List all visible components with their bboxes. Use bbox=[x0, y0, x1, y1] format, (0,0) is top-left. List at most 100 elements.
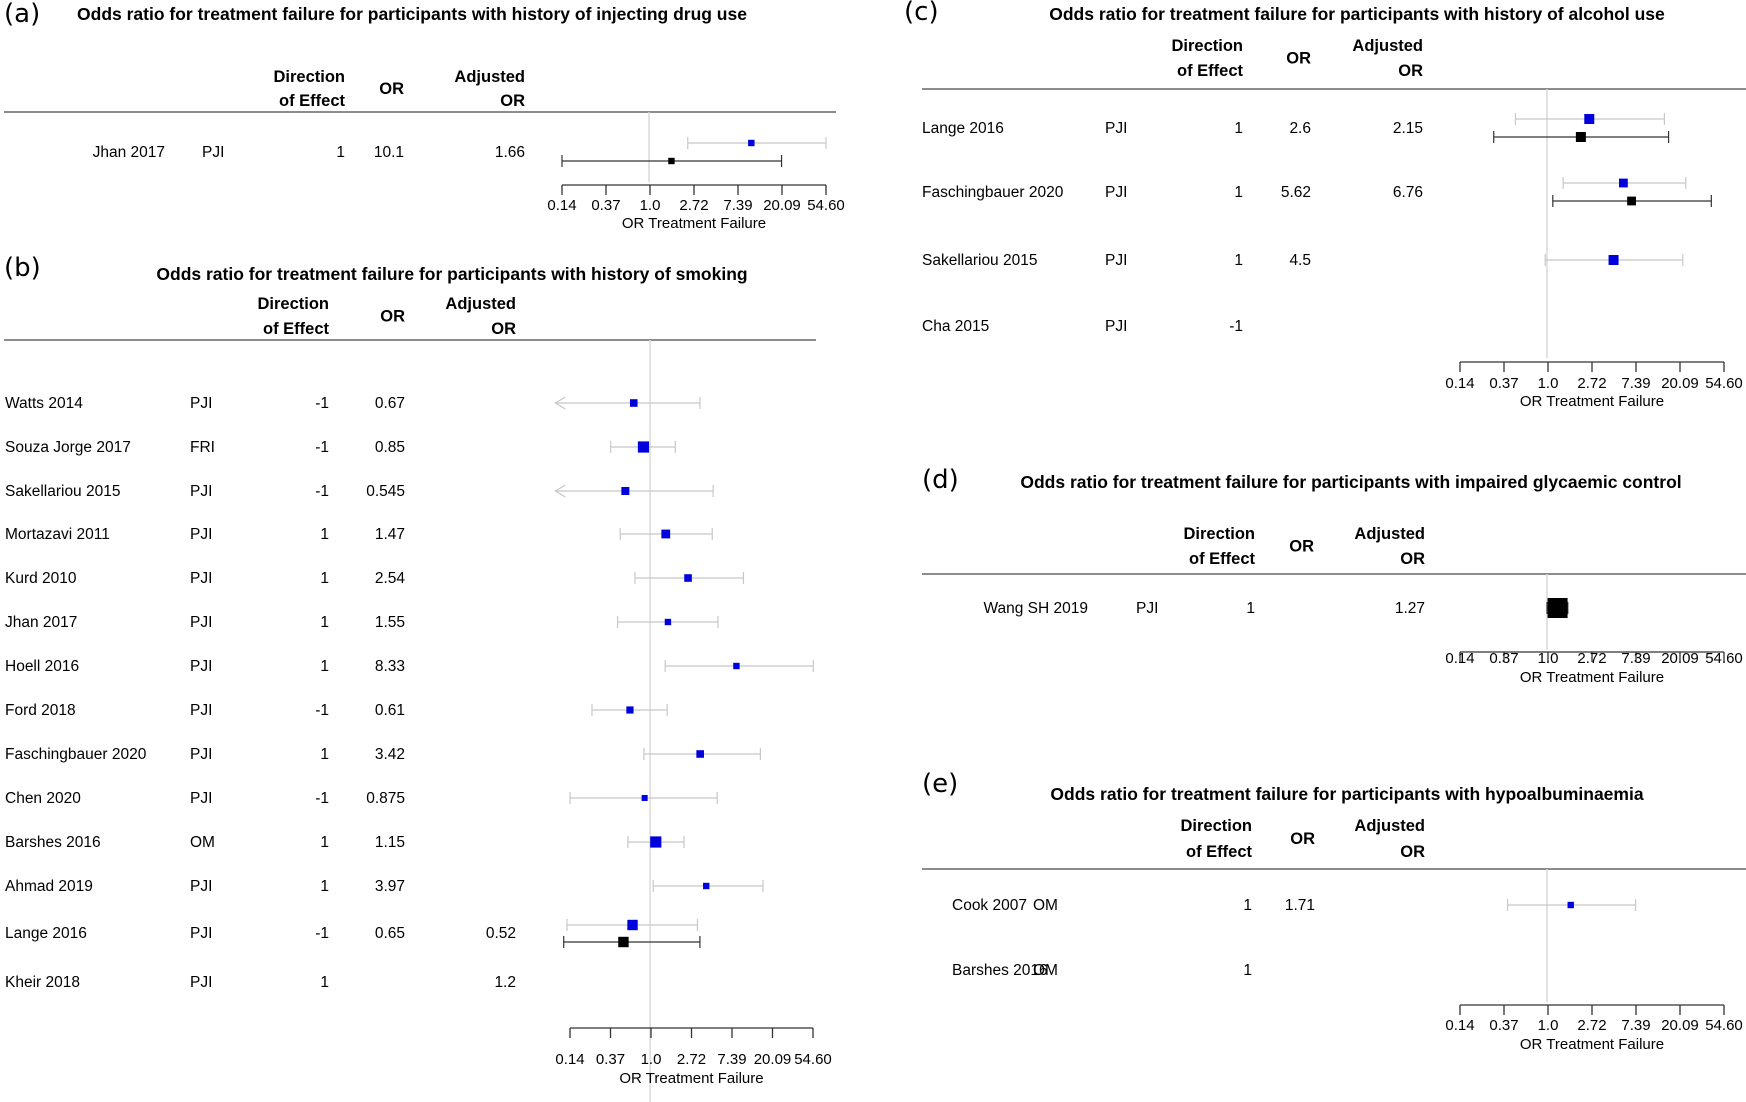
study-name: Sakellariou 2015 bbox=[5, 483, 120, 500]
forest-plot-e: (e) Odds ratio for treatment failure for … bbox=[922, 769, 1746, 1053]
study-name: Mortazavi 2011 bbox=[5, 526, 110, 543]
or-point-estimate bbox=[661, 529, 671, 539]
infection-type: PJI bbox=[1105, 184, 1127, 201]
study-name: Faschingbauer 2020 bbox=[922, 184, 1064, 201]
direction-of-effect: -1 bbox=[315, 925, 329, 942]
x-tick-label: 0.37 bbox=[1489, 375, 1518, 392]
direction-of-effect: 1 bbox=[320, 526, 329, 543]
study-name: Cha 2015 bbox=[922, 318, 989, 335]
column-header-adjusted-or: Adjusted bbox=[1354, 817, 1425, 835]
infection-type: PJI bbox=[190, 878, 212, 895]
x-tick-label: 7.39 bbox=[1621, 650, 1650, 667]
direction-of-effect: -1 bbox=[315, 395, 329, 412]
or-point-estimate bbox=[650, 836, 662, 848]
study-name: Barshes 2016 bbox=[5, 834, 101, 851]
column-header-adjusted-or: OR bbox=[491, 320, 516, 338]
x-tick-label: 1.0 bbox=[641, 1051, 662, 1068]
infection-type: OM bbox=[1033, 897, 1058, 914]
x-axis-label: OR Treatment Failure bbox=[622, 215, 766, 232]
x-tick-label: 20.09 bbox=[1661, 650, 1699, 667]
panel-a: (a) Odds ratio for treatment failure for … bbox=[0, 0, 870, 240]
x-tick-label: 7.39 bbox=[1621, 1017, 1650, 1034]
infection-type: PJI bbox=[190, 658, 212, 675]
infection-type: PJI bbox=[190, 526, 212, 543]
panel-label: (c) bbox=[904, 0, 939, 27]
x-tick-label: 54.60 bbox=[1705, 375, 1743, 392]
panel-label: (d) bbox=[922, 465, 959, 495]
study-name: Faschingbauer 2020 bbox=[5, 746, 147, 763]
chart-title: Odds ratio for treatment failure for par… bbox=[1020, 472, 1681, 492]
x-tick-label: 20.09 bbox=[1661, 1017, 1699, 1034]
study-name: Kurd 2010 bbox=[5, 570, 77, 587]
column-header-or: OR bbox=[379, 80, 404, 98]
column-header-or: OR bbox=[1286, 50, 1311, 68]
x-tick-label: 54.60 bbox=[807, 197, 845, 214]
x-tick-label: 0.14 bbox=[1445, 375, 1474, 392]
odds-ratio-value: 4.5 bbox=[1289, 252, 1311, 269]
x-tick-label: 54.60 bbox=[1705, 1017, 1743, 1034]
infection-type: FRI bbox=[190, 439, 215, 456]
odds-ratio-value: 3.97 bbox=[375, 878, 405, 895]
or-point-estimate bbox=[748, 139, 755, 147]
odds-ratio-value: 1.71 bbox=[1285, 897, 1315, 914]
x-tick-label: 20.09 bbox=[754, 1051, 792, 1068]
odds-ratio-value: 0.85 bbox=[375, 439, 405, 456]
study-name: Lange 2016 bbox=[5, 925, 87, 942]
adjusted-odds-ratio-value: 1.27 bbox=[1395, 600, 1425, 617]
column-header-adjusted-or: Adjusted bbox=[1352, 37, 1423, 55]
direction-of-effect: 1 bbox=[1243, 897, 1252, 914]
x-tick-label: 20.09 bbox=[1661, 375, 1699, 392]
infection-type: PJI bbox=[190, 395, 212, 412]
infection-type: PJI bbox=[190, 790, 212, 807]
direction-of-effect: 1 bbox=[320, 614, 329, 631]
infection-type: PJI bbox=[1105, 120, 1127, 137]
x-tick-label: 20.09 bbox=[763, 197, 801, 214]
direction-of-effect: 1 bbox=[1234, 184, 1243, 201]
or-point-estimate bbox=[1584, 114, 1595, 124]
x-tick-label: 7.39 bbox=[1621, 375, 1650, 392]
column-header-direction: Direction bbox=[273, 68, 345, 86]
adjusted-or-point-estimate bbox=[1547, 598, 1568, 618]
or-point-estimate bbox=[621, 487, 630, 495]
infection-type: PJI bbox=[190, 614, 212, 631]
adjusted-or-point-estimate bbox=[618, 936, 629, 948]
or-point-estimate bbox=[684, 574, 692, 582]
column-header-direction: of Effect bbox=[279, 92, 346, 110]
infection-type: PJI bbox=[190, 925, 212, 942]
or-point-estimate bbox=[637, 441, 650, 453]
direction-of-effect: -1 bbox=[315, 483, 329, 500]
or-point-estimate bbox=[703, 882, 710, 890]
chart-title: Odds ratio for treatment failure for par… bbox=[1050, 784, 1643, 804]
x-tick-label: 54.60 bbox=[1705, 650, 1743, 667]
column-header-or: OR bbox=[380, 308, 405, 326]
panel-d: (d) Odds ratio for treatment failure for … bbox=[900, 460, 1746, 700]
x-tick-label: 1.0 bbox=[1538, 650, 1559, 667]
odds-ratio-value: 1.55 bbox=[375, 614, 405, 631]
x-tick-label: 0.14 bbox=[555, 1051, 584, 1068]
or-point-estimate bbox=[733, 662, 740, 670]
forest-plot-d: (d) Odds ratio for treatment failure for … bbox=[922, 465, 1746, 686]
study-name: Jhan 2017 bbox=[5, 614, 77, 631]
x-tick-label: 54.60 bbox=[794, 1051, 832, 1068]
adjusted-odds-ratio-value: 0.52 bbox=[486, 925, 516, 942]
column-header-adjusted-or: OR bbox=[1400, 843, 1425, 861]
or-point-estimate bbox=[664, 618, 672, 626]
adjusted-odds-ratio-value: 1.66 bbox=[495, 144, 525, 161]
study-name: Lange 2016 bbox=[922, 120, 1004, 137]
odds-ratio-value: 3.42 bbox=[375, 746, 405, 763]
study-name: Souza Jorge 2017 bbox=[5, 439, 131, 456]
direction-of-effect: -1 bbox=[315, 439, 329, 456]
direction-of-effect: 1 bbox=[336, 144, 345, 161]
infection-type: PJI bbox=[190, 483, 212, 500]
column-header-adjusted-or: Adjusted bbox=[1354, 525, 1425, 543]
adjusted-or-point-estimate bbox=[1627, 196, 1636, 206]
odds-ratio-value: 0.61 bbox=[375, 702, 405, 719]
or-point-estimate bbox=[629, 399, 638, 407]
chart-title: Odds ratio for treatment failure for par… bbox=[1049, 4, 1665, 24]
direction-of-effect: 1 bbox=[1246, 600, 1255, 617]
or-point-estimate bbox=[1618, 178, 1628, 188]
or-ci-arrow bbox=[554, 396, 566, 410]
study-name: Hoell 2016 bbox=[5, 658, 79, 675]
x-tick-label: 2.72 bbox=[1577, 375, 1606, 392]
x-tick-label: 0.14 bbox=[1445, 650, 1474, 667]
